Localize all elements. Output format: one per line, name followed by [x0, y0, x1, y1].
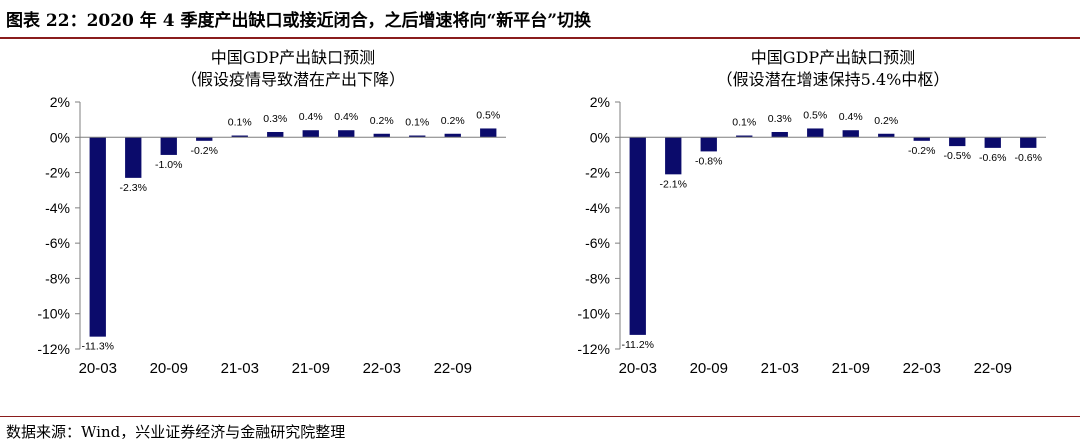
data-label: -0.8% — [695, 155, 722, 167]
y-tick-label: -12% — [37, 341, 70, 357]
bar-21-03 — [231, 135, 248, 138]
data-label: -0.6% — [1015, 152, 1042, 164]
bar-21-12 — [878, 133, 895, 138]
data-label: 0.5% — [803, 109, 827, 121]
data-label: 0.1% — [405, 117, 429, 129]
bar-20-06 — [665, 137, 682, 175]
bar-22-06 — [409, 135, 426, 138]
bar-21-03 — [771, 131, 788, 138]
data-label: -11.2% — [622, 339, 655, 351]
bar-20-12 — [196, 137, 213, 141]
figure-title: 图表 22：2020 年 4 季度产出缺口或接近闭合，之后增速将向“新平台”切换 — [6, 11, 592, 31]
bar-22-03 — [913, 137, 930, 141]
bar-22-06 — [949, 137, 966, 147]
x-tick-label: 20-03 — [79, 360, 117, 377]
y-tick-label: -10% — [577, 306, 610, 322]
bar-20-03 — [89, 137, 106, 337]
y-tick-label: -8% — [585, 270, 610, 286]
data-label: -2.1% — [660, 178, 687, 190]
bar-22-12 — [1020, 137, 1037, 148]
y-tick-label: -2% — [585, 165, 610, 181]
y-tick-label: -6% — [45, 235, 70, 251]
data-label: 0.5% — [476, 109, 500, 121]
data-label: 0.4% — [839, 111, 863, 123]
bar-21-12 — [338, 130, 355, 138]
x-tick-label: 21-03 — [761, 360, 799, 377]
bar-20-06 — [125, 137, 142, 178]
chart-title: 中国GDP产出缺口预测 — [211, 48, 375, 67]
bar-22-09 — [444, 133, 461, 138]
data-label: 0.2% — [370, 115, 394, 127]
y-tick-label: 0% — [590, 129, 610, 145]
bar-20-09 — [700, 137, 717, 152]
bar-20-03 — [629, 137, 646, 335]
data-label: -0.6% — [979, 152, 1006, 164]
y-tick-label: -8% — [45, 270, 70, 286]
chart-right: 中国GDP产出缺口预测 （假设潜在增速保持5.4%中枢） 2% 0% -2% -4% -6%… — [577, 48, 1046, 377]
x-tick-label: 22-09 — [434, 360, 472, 377]
bar-21-06 — [807, 128, 824, 138]
bar-21-09 — [302, 130, 319, 138]
data-label: 0.4% — [334, 111, 358, 123]
footer-divider — [0, 416, 1080, 417]
bar-21-09 — [842, 130, 859, 138]
source-note: 数据来源：Wind，兴业证券经济与金融研究院整理 — [6, 423, 346, 441]
bar-22-09 — [984, 137, 1001, 148]
chart-left: 中国GDP产出缺口预测 （假设疫情导致潜在产出下降） 2% 0% -2% -4% -6% -8… — [37, 48, 506, 377]
y-tick-label: 2% — [50, 94, 70, 110]
x-tick-label: 21-09 — [832, 360, 870, 377]
data-label: 0.3% — [768, 113, 792, 125]
data-label: -0.2% — [908, 145, 935, 157]
y-tick-label: 0% — [50, 129, 70, 145]
y-tick-label: 2% — [590, 94, 610, 110]
bar-21-06 — [267, 131, 284, 138]
x-tick-label: 21-03 — [221, 360, 259, 377]
data-label: 0.4% — [299, 111, 323, 123]
x-tick-label: 22-03 — [363, 360, 401, 377]
x-tick-label: 22-03 — [903, 360, 941, 377]
bar-22-03 — [373, 133, 390, 138]
y-tick-label: -12% — [577, 341, 610, 357]
data-label: -0.5% — [944, 150, 971, 162]
data-label: 0.1% — [732, 117, 756, 129]
y-tick-label: -2% — [45, 165, 70, 181]
y-tick-label: -4% — [585, 200, 610, 216]
y-tick-label: -6% — [585, 235, 610, 251]
data-label: 0.3% — [263, 113, 287, 125]
x-tick-label: 20-03 — [619, 360, 657, 377]
data-label: -0.2% — [191, 145, 218, 157]
data-label: 0.2% — [874, 115, 898, 127]
data-label: 0.2% — [441, 115, 465, 127]
bar-20-12 — [736, 135, 753, 138]
data-label: -1.0% — [155, 159, 182, 171]
chart-title: 中国GDP产出缺口预测 — [751, 48, 915, 67]
chart-subtitle: （假设潜在增速保持5.4%中枢） — [717, 70, 950, 89]
x-tick-label: 21-09 — [292, 360, 330, 377]
x-tick-label: 20-09 — [690, 360, 728, 377]
data-label: 0.1% — [228, 117, 252, 129]
y-tick-label: -10% — [37, 306, 70, 322]
chart-subtitle: （假设疫情导致潜在产出下降） — [181, 70, 405, 89]
bar-20-09 — [160, 137, 177, 155]
title-divider — [0, 37, 1080, 39]
data-label: -2.3% — [120, 182, 147, 194]
data-label: -11.3% — [82, 341, 115, 353]
x-tick-label: 20-09 — [150, 360, 188, 377]
y-tick-label: -4% — [45, 200, 70, 216]
bar-22-12 — [480, 128, 497, 138]
x-tick-label: 22-09 — [974, 360, 1012, 377]
